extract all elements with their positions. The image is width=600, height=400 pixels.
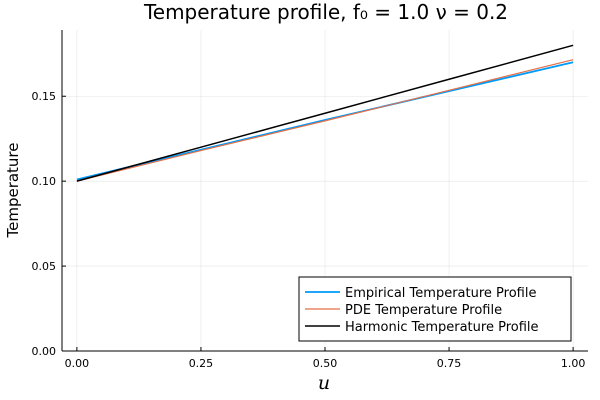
x-tick-label: 0.25	[189, 357, 214, 370]
y-ticks: 0.00 0.05 0.10 0.15	[32, 90, 66, 358]
y-tick-label: 0.05	[32, 260, 57, 273]
y-tick-label: 0.00	[32, 345, 57, 358]
x-tick-label: 0.75	[437, 357, 462, 370]
y-axis-label: Temperature	[4, 142, 22, 238]
x-tick-label: 1.00	[561, 357, 586, 370]
chart-title: Temperature profile, f₀ = 1.0 ν = 0.2	[143, 0, 508, 24]
y-tick-label: 0.10	[32, 175, 57, 188]
legend-label-harmonic: Harmonic Temperature Profile	[345, 320, 539, 335]
pde-temperature-line	[76, 59, 574, 182]
x-ticks: 0.00 0.25 0.50 0.75 1.00	[65, 347, 586, 370]
y-tick-label: 0.15	[32, 90, 57, 103]
x-tick-label: 0.00	[65, 357, 90, 370]
legend-box	[298, 276, 572, 342]
empirical-temperature-line	[76, 61, 574, 181]
series-lines	[76, 44, 574, 182]
x-axis-label: u	[318, 372, 330, 394]
x-tick-label: 0.50	[313, 357, 338, 370]
legend-label-empirical: Empirical Temperature Profile	[345, 286, 536, 301]
legend-label-pde: PDE Temperature Profile	[345, 303, 502, 318]
legend: Empirical Temperature Profile PDE Temper…	[298, 276, 572, 342]
harmonic-temperature-line	[76, 44, 574, 182]
